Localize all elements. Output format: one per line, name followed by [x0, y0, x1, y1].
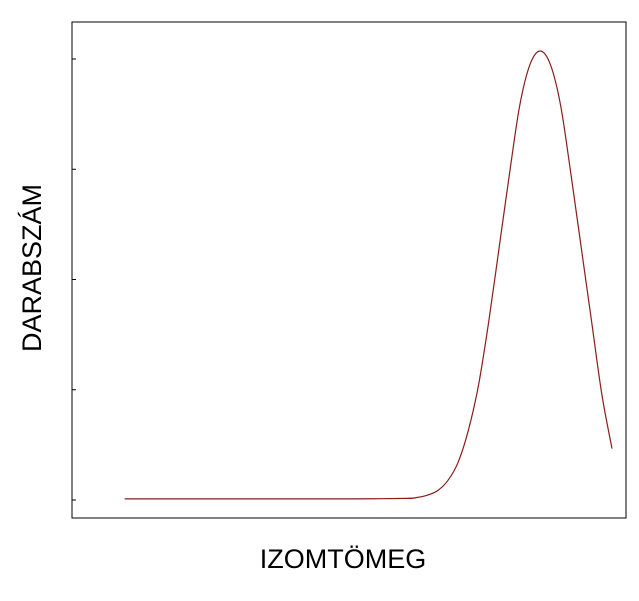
plot-frame: [71, 21, 627, 519]
series-line: [124, 50, 613, 500]
y-axis-label: DARABSZÁM: [17, 184, 47, 352]
x-axis-label: IZOMTÖMEG: [260, 544, 426, 574]
y-axis-ticks: [72, 58, 76, 501]
